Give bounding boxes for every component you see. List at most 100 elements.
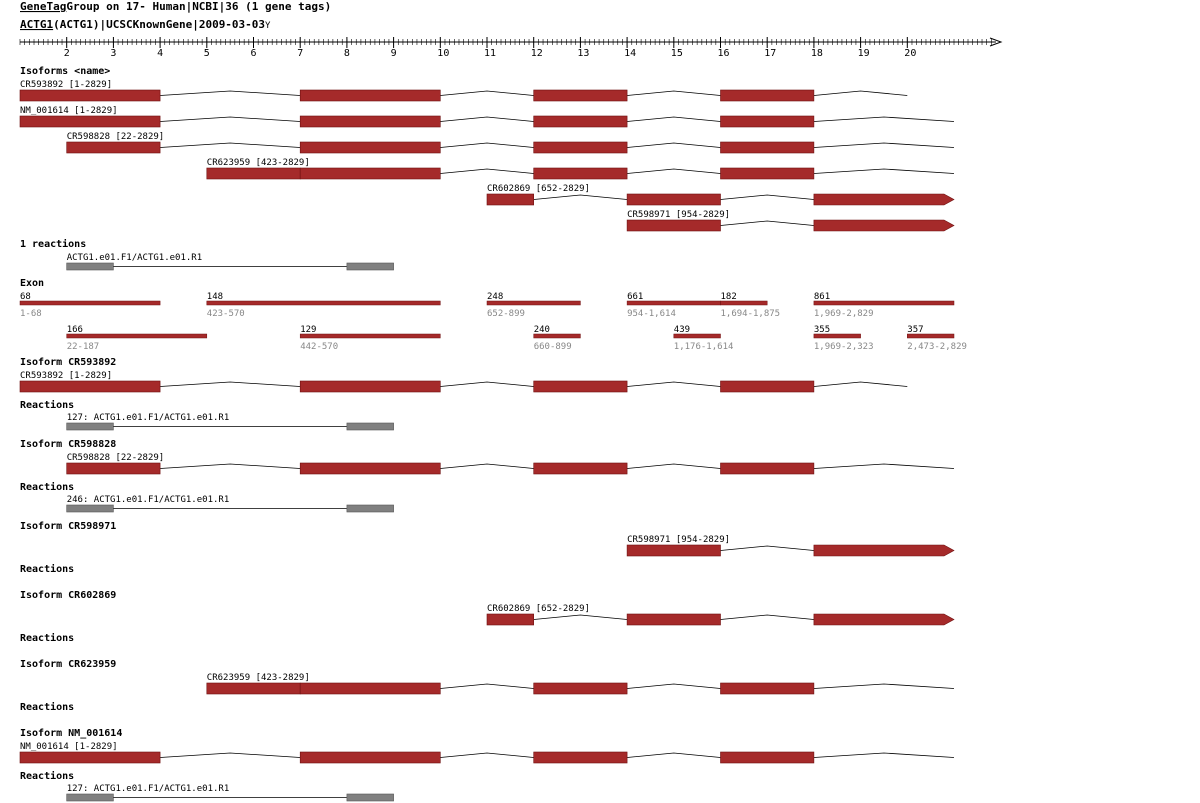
exon-count: 240 — [534, 325, 550, 335]
exon-entry[interactable]: 166 22-187 — [66, 325, 208, 352]
intron-line — [440, 463, 534, 469]
exon-box — [626, 613, 721, 626]
intron-line — [720, 614, 814, 620]
exon-box — [299, 167, 441, 180]
reaction-track[interactable]: 127: ACTG1.e01.F1/ACTG1.e01.R1 — [66, 413, 394, 431]
isoform-track[interactable]: CR623959 [423-2829] — [206, 158, 955, 180]
isoform-track[interactable]: CR593892 [1-2829] — [19, 371, 908, 393]
exon-box — [299, 115, 441, 128]
ruler-tick-label: 7 — [297, 48, 303, 59]
intron-line — [440, 752, 534, 758]
exon-box — [533, 141, 628, 154]
exon-entry[interactable]: 357 2,473-2,829 — [907, 325, 967, 352]
exon-range: 652-899 — [487, 309, 525, 319]
isoform-detail: Isoform CR602869 CR602869 [652-2829] React… — [20, 590, 955, 644]
close-icon[interactable]: Y — [265, 21, 271, 31]
exon-arrow — [813, 219, 955, 232]
exon-box — [66, 141, 161, 154]
intron-line — [533, 614, 628, 620]
intron-line — [813, 752, 955, 758]
isoform-track-label: CR593892 [1-2829] — [20, 80, 112, 90]
isoform-track[interactable]: CR598828 [22-2829] — [66, 453, 955, 475]
isoform-track[interactable]: CR598971 [954-2829] — [626, 535, 955, 557]
isoform-track-label: CR602869 [652-2829] — [487, 604, 590, 614]
exon-entry[interactable]: 129 442-570 — [299, 325, 441, 352]
isoform-track[interactable]: CR593892 [1-2829] — [19, 80, 908, 102]
exon-count: 248 — [487, 292, 503, 302]
intron-line — [813, 463, 955, 469]
isoform-detail: Isoform CR598828 CR598828 [22-2829] Reacti… — [20, 439, 955, 513]
genetag-link[interactable]: GeneTag — [20, 0, 66, 13]
intron-line — [627, 168, 721, 174]
isoform-track[interactable]: CR598828 [22-2829] — [66, 132, 955, 154]
isoform-detail: Isoform CR593892 CR593892 [1-2829] Reactio… — [19, 357, 908, 431]
intron-line — [813, 90, 908, 96]
isoform-track[interactable]: NM_001614 [1-2829] — [19, 742, 955, 764]
exon-entry[interactable]: 661 954-1,614 — [626, 292, 721, 319]
exon-entry[interactable]: 182 1,694-1,875 — [720, 292, 781, 319]
intron-line — [627, 116, 721, 122]
intron-line — [440, 683, 534, 689]
exon-box — [533, 115, 628, 128]
exon-entry[interactable]: 148 423-570 — [206, 292, 441, 319]
reaction-track[interactable]: 246: ACTG1.e01.F1/ACTG1.e01.R1 — [66, 495, 394, 513]
ruler-tick-label: 17 — [764, 48, 776, 59]
isoform-track[interactable]: CR602869 [652-2829] — [486, 184, 955, 206]
isoform-track[interactable]: NM_001614 [1-2829] — [19, 106, 955, 128]
exon-range: 954-1,614 — [627, 309, 676, 319]
intron-line — [813, 381, 908, 387]
isoform-track[interactable]: CR602869 [652-2829] — [486, 604, 955, 626]
ruler-arrow-icon — [989, 37, 1003, 47]
reaction-track[interactable]: ACTG1.e01.F1/ACTG1.e01.R1 — [66, 253, 394, 271]
primer-box — [66, 422, 114, 431]
exon-box — [720, 115, 815, 128]
reactions-subtitle: Reactions — [20, 563, 74, 575]
intron-line — [160, 90, 301, 96]
isoform-detail-title: Isoform CR598828 — [20, 439, 116, 450]
exon-entry[interactable]: 248 652-899 — [486, 292, 581, 319]
exon-entry[interactable]: 240 660-899 — [533, 325, 581, 352]
exon-range: 1,694-1,875 — [721, 309, 781, 319]
exon-entry[interactable]: 355 1,969-2,323 — [813, 325, 874, 352]
exon-bar — [19, 300, 161, 306]
exon-arrow — [813, 193, 955, 206]
intron-line — [440, 116, 534, 122]
exon-box — [720, 380, 815, 393]
intron-line — [160, 752, 301, 758]
reaction-label: 127: ACTG1.e01.F1/ACTG1.e01.R1 — [67, 413, 230, 423]
ruler-tick-label: 12 — [531, 48, 543, 59]
intron-line — [160, 381, 301, 387]
exon-box — [533, 751, 628, 764]
exon-range: 660-899 — [534, 342, 572, 352]
isoform-detail-title: Isoform CR598971 — [20, 521, 116, 532]
isoform-detail: Isoform CR598971 CR598971 [954-2829] React… — [20, 521, 955, 575]
exon-entry[interactable]: 439 1,176-1,614 — [673, 325, 734, 352]
primer-box — [346, 262, 394, 271]
ruler-tick-label: 5 — [204, 48, 210, 59]
isoforms-section-title: Isoforms <name> — [20, 66, 110, 77]
group-title: Group on 17- Human|NCBI|36 (1 gene tags) — [66, 0, 331, 13]
ruler-tick-label: 9 — [391, 48, 397, 59]
reactions-subtitle: Reactions — [20, 481, 74, 493]
exon-box — [299, 141, 441, 154]
exon-entry[interactable]: 68 1-68 — [19, 292, 161, 319]
ruler-tick-label: 14 — [624, 48, 636, 59]
exon-bar — [907, 333, 955, 339]
isoform-detail-title: Isoform CR623959 — [20, 659, 116, 670]
isoform-track[interactable]: CR598971 [954-2829] — [626, 210, 955, 232]
gene-link[interactable]: ACTG1 — [20, 18, 53, 31]
exon-box — [720, 682, 815, 695]
exon-entry[interactable]: 861 1,969-2,829 — [813, 292, 955, 319]
exon-box — [533, 462, 628, 475]
isoform-track-label: CR598828 [22-2829] — [67, 132, 165, 142]
intron-line — [440, 168, 534, 174]
reaction-label: 127: ACTG1.e01.F1/ACTG1.e01.R1 — [67, 784, 230, 794]
primer-box — [346, 793, 394, 802]
exon-box — [720, 89, 815, 102]
isoform-track[interactable]: CR623959 [423-2829] — [206, 673, 955, 695]
exon-bar — [299, 333, 441, 339]
exon-count: 68 — [20, 292, 31, 302]
reaction-track[interactable]: 127: ACTG1.e01.F1/ACTG1.e01.R1 — [66, 784, 394, 802]
reactions-summary-title: 1 reactions — [20, 238, 86, 250]
